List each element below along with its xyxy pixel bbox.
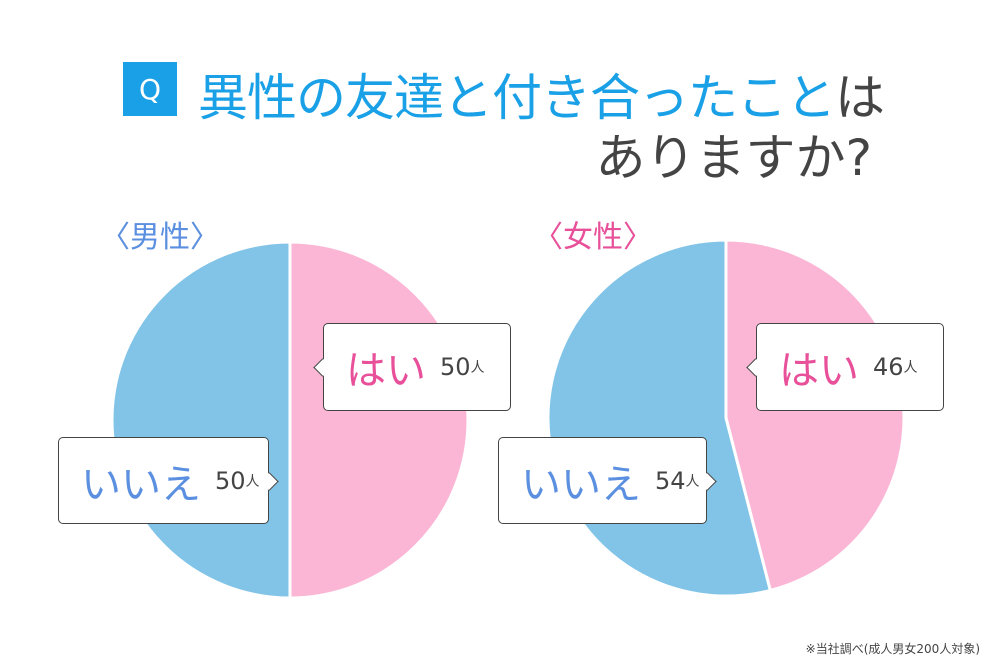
question-text-blue: 異性の友達と付き合ったこと (198, 69, 836, 127)
male-no-value: 50 (215, 466, 246, 495)
male-yes-value: 50 (440, 353, 471, 381)
male-no-unit: 人 (245, 473, 260, 490)
female-no-callout: いいえ 54 人 (498, 437, 717, 524)
question-line2: ありますか? (595, 129, 872, 187)
female-yes-unit: 人 (903, 360, 918, 376)
female-no-label: いいえ (521, 461, 641, 508)
source-note: ※当社調べ(成人男女200人対象) (805, 642, 980, 656)
male-title: 〈男性〉 (100, 220, 220, 255)
question-title: 異性の友達と付き合ったことは (198, 58, 885, 130)
female-yes-value: 46 (873, 353, 904, 381)
female-no-unit: 人 (685, 473, 700, 490)
male-yes-label: はい (346, 348, 426, 394)
male-yes-unit: 人 (470, 360, 485, 376)
male-no-label: いいえ (81, 461, 201, 508)
male-yes-callout: はい 50 人 (313, 323, 511, 411)
question-text-dark: は (835, 69, 885, 127)
male-slice-no (110, 240, 292, 600)
male-no-callout: いいえ 50 人 (58, 437, 279, 524)
male-slice-yes (288, 240, 470, 600)
female-no-value: 54 (655, 466, 686, 495)
female-yes-label: はい (779, 348, 859, 394)
female-yes-callout: はい 46 人 (746, 323, 944, 411)
q-badge: Q (123, 62, 177, 116)
female-title: 〈女性〉 (533, 220, 653, 255)
